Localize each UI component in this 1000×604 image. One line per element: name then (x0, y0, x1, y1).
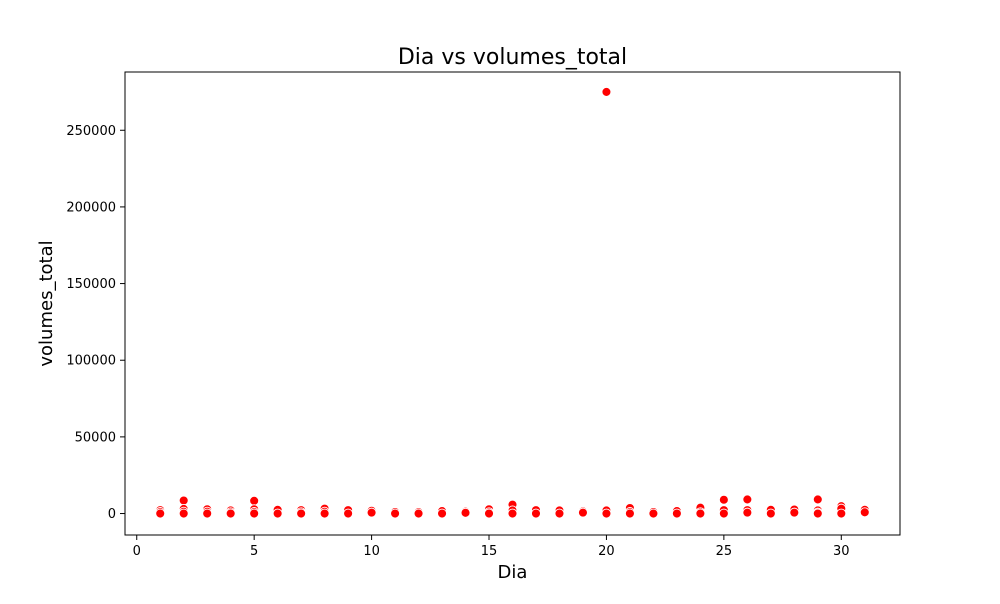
data-point (742, 494, 753, 505)
data-point (437, 508, 447, 519)
data-point (624, 508, 635, 519)
x-tick-label: 5 (250, 544, 258, 559)
y-tick-label: 150000 (66, 277, 116, 292)
data-point (460, 507, 471, 518)
data-point (202, 508, 213, 519)
data-point (249, 508, 260, 519)
x-axis-label: Dia (498, 562, 528, 583)
x-tick-label: 10 (363, 544, 380, 559)
data-point (718, 494, 729, 505)
data-point (789, 507, 800, 518)
data-point (601, 86, 612, 97)
x-axis-ticks: 0 5 10 15 20 25 30 (133, 535, 850, 559)
data-point (413, 508, 424, 519)
data-point (601, 508, 612, 519)
data-point (578, 507, 588, 518)
y-axis-label: volumes_total (36, 240, 57, 366)
data-point (319, 508, 330, 519)
x-tick-label: 25 (716, 544, 733, 559)
data-point (178, 495, 189, 506)
data-point (765, 508, 776, 519)
x-tick-label: 20 (598, 544, 615, 559)
chart-title: Dia vs volumes_total (398, 45, 627, 70)
x-tick-label: 15 (481, 544, 498, 559)
data-point (343, 508, 354, 519)
data-point (695, 508, 706, 519)
y-tick-label: 100000 (66, 354, 116, 369)
data-point (296, 508, 307, 519)
y-tick-label: 200000 (66, 200, 116, 215)
y-tick-label: 50000 (75, 430, 116, 445)
data-point (366, 507, 377, 518)
data-point (155, 508, 166, 519)
data-point (836, 508, 847, 519)
data-point (178, 508, 189, 519)
data-point (225, 508, 236, 519)
data-point (742, 507, 753, 518)
y-axis-ticks: 0 50000 100000 150000 200000 250000 (66, 124, 125, 522)
data-point (648, 508, 659, 519)
points-layer (155, 86, 870, 519)
data-point (812, 494, 823, 505)
data-point (507, 508, 518, 519)
data-point (390, 508, 401, 519)
data-point (671, 508, 682, 519)
data-point (718, 508, 729, 519)
y-tick-label: 0 (108, 507, 116, 522)
data-point (531, 508, 541, 519)
data-point (812, 508, 823, 519)
data-point (554, 508, 565, 519)
plot-area-frame (124, 71, 901, 536)
x-tick-label: 30 (833, 544, 850, 559)
data-point (249, 495, 260, 506)
data-point (484, 508, 494, 519)
x-tick-label: 0 (133, 544, 141, 559)
y-tick-label: 250000 (66, 124, 116, 139)
data-point (859, 507, 870, 518)
data-point (272, 508, 283, 519)
